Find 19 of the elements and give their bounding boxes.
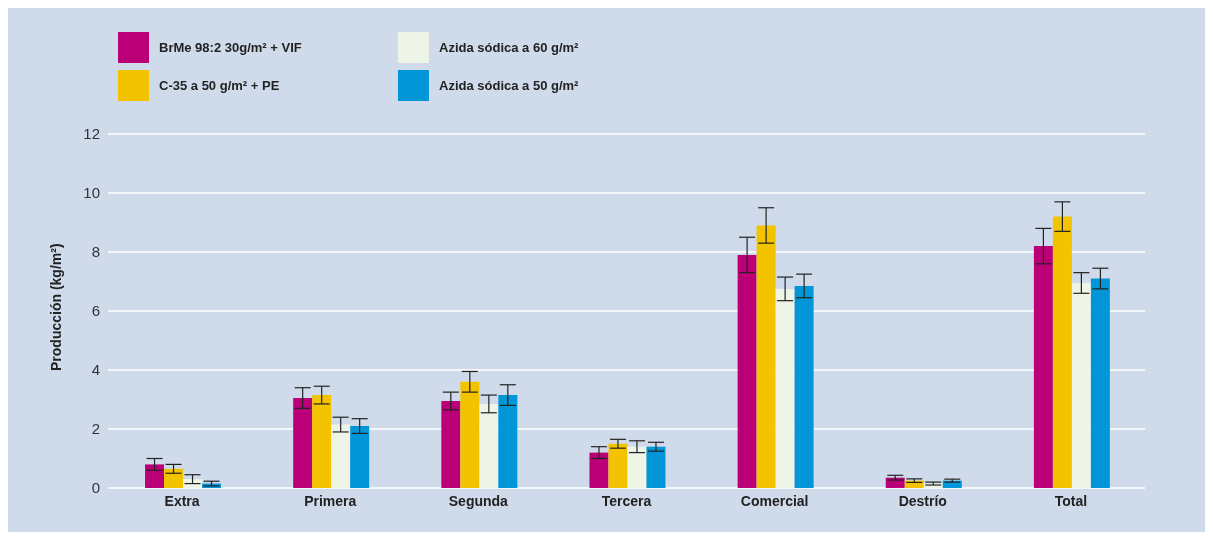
legend-label: Azida sódica a 50 g/m² — [439, 77, 579, 93]
y-tick-label: 8 — [91, 243, 100, 261]
y-tick-label: 4 — [91, 361, 100, 379]
x-tick-label: Comercial — [740, 492, 809, 509]
y-tick-label: 2 — [91, 420, 100, 438]
y-tick-label: 6 — [91, 302, 100, 320]
y-tick-label: 0 — [91, 479, 100, 497]
legend-label: C-35 a 50 g/m² + PE — [159, 77, 280, 93]
legend-label: Azida sódica a 60 g/m² — [439, 39, 579, 55]
y-axis-title: Producción (kg/m²) — [47, 243, 64, 371]
x-tick-label: Destrío — [898, 492, 947, 509]
x-tick-label: Extra — [164, 492, 200, 509]
x-tick-label: Primera — [304, 492, 357, 509]
legend-label: BrMe 98:2 30g/m² + VIF — [159, 39, 302, 55]
y-tick-label: 12 — [83, 125, 100, 143]
y-tick-label: 10 — [83, 184, 100, 202]
x-tick-label: Total — [1054, 492, 1088, 509]
x-tick-label: Segunda — [448, 492, 509, 509]
x-tick-label: Tercera — [601, 492, 652, 509]
